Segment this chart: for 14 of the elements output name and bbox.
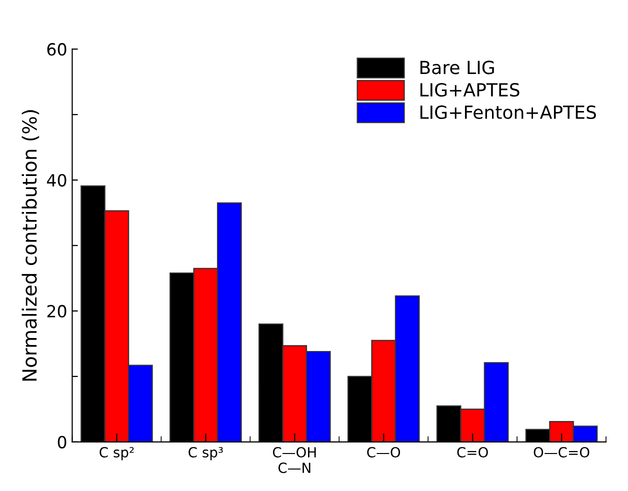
x-tick-label: C—O bbox=[367, 447, 400, 458]
y-tick-label: 20 bbox=[47, 304, 66, 318]
legend-label: LIG+Fenton+APTES bbox=[420, 105, 596, 120]
y-tick-label: 40 bbox=[46, 174, 66, 187]
y-tick-label: 60 bbox=[47, 43, 66, 56]
legend-label: LIG+APTES bbox=[420, 83, 520, 97]
x-tick-label: C sp³ bbox=[188, 447, 223, 460]
x-tick-label: C—OH C—N bbox=[272, 447, 316, 474]
legend-label: Bare LIG bbox=[420, 60, 494, 74]
x-tick-label: C sp² bbox=[100, 447, 134, 460]
y-axis-title: Normalized contribution (%) bbox=[22, 110, 40, 381]
y-tick-label: 0 bbox=[58, 436, 66, 448]
x-tick-label: O—C=O bbox=[534, 447, 590, 458]
x-tick-label: C=O bbox=[457, 447, 488, 458]
